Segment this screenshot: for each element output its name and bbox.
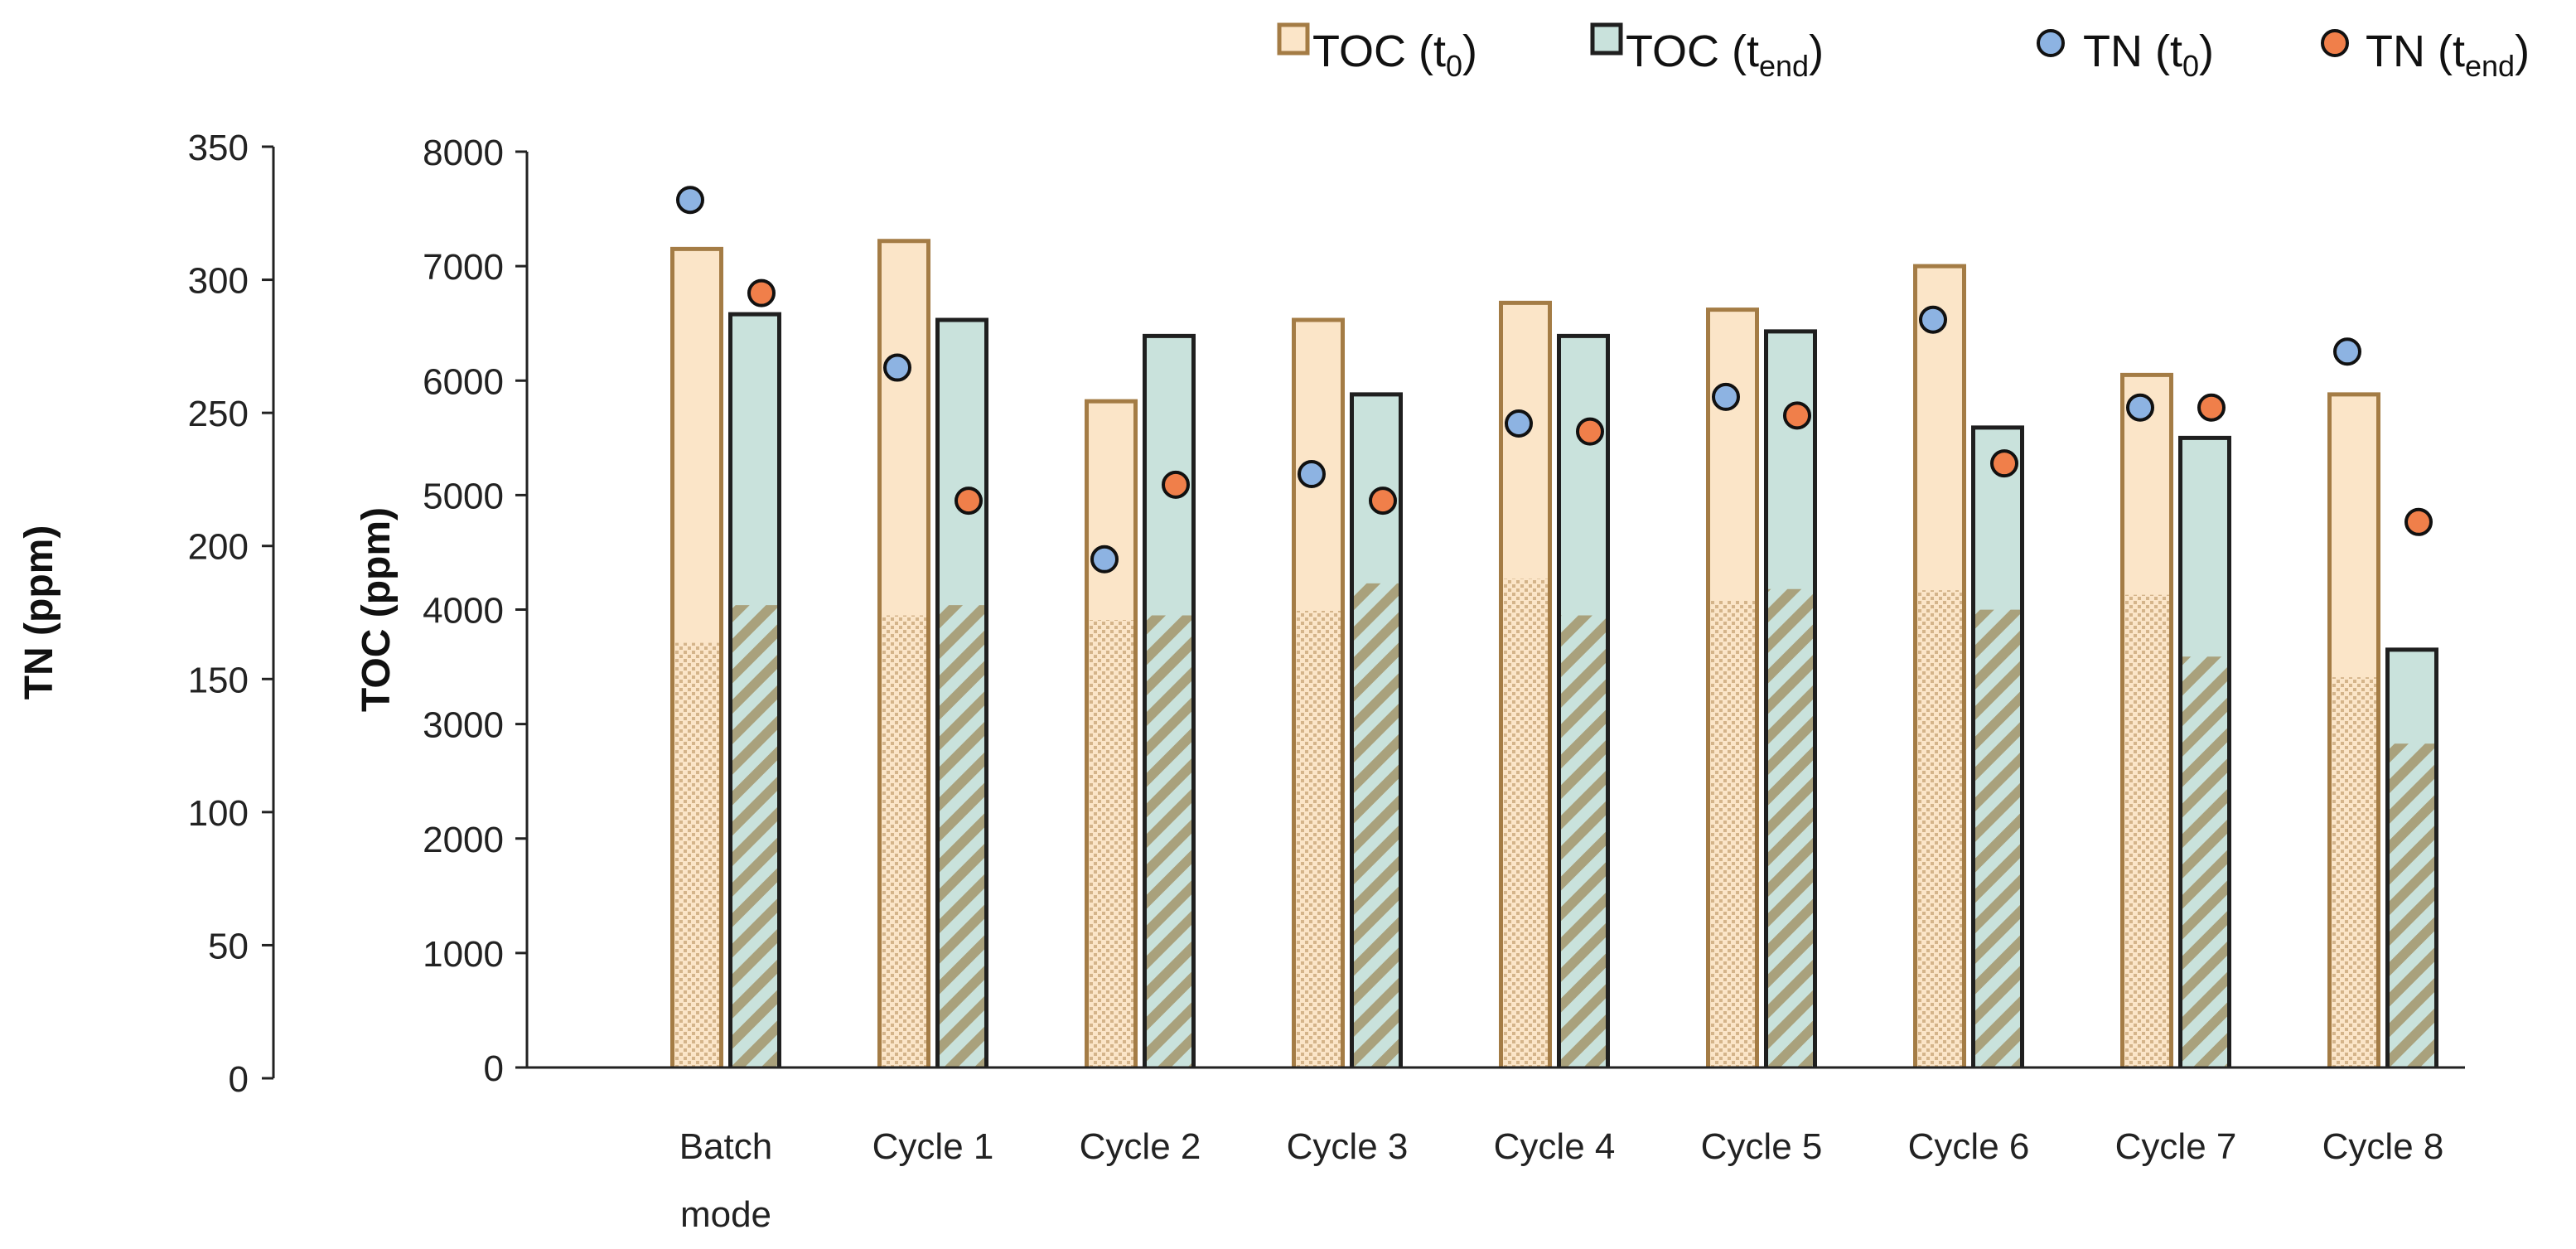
toc-tick-label: 6000: [423, 361, 504, 402]
points-layer: [676, 186, 2433, 574]
point-tn-t0: [1298, 460, 1326, 489]
tn-tick-label: 300: [188, 261, 249, 302]
bar-toc-t0-lower: [1293, 609, 1343, 1067]
bar-toc-tend-lower: [730, 603, 780, 1067]
point-tn-t0: [1505, 409, 1533, 438]
toc-tick-label: 3000: [423, 705, 504, 746]
bar-toc-t0-lower: [1915, 588, 1965, 1067]
bar-toc-t0-lower: [672, 641, 722, 1067]
point-tn-tend: [1783, 401, 1811, 430]
bar-toc-t0-outline: [2327, 392, 2380, 1067]
bar-toc-t0-outline: [2120, 372, 2173, 1067]
bar-toc-t0-lower: [2329, 675, 2379, 1067]
category-label: Cycle 2: [1080, 1126, 1201, 1167]
bar-toc-tend-outline: [728, 312, 781, 1067]
point-tn-tend: [1369, 487, 1397, 516]
tn-tick-label: 250: [188, 394, 249, 434]
bar-toc-t0-outline: [1913, 264, 1966, 1067]
tn-tick-label: 150: [188, 660, 249, 700]
legend-label-toc-tend: TOC (tend): [1626, 27, 1824, 83]
bar-toc-t0-lower: [1708, 599, 1757, 1067]
tn-tick-label: 0: [229, 1059, 249, 1100]
bar-toc-tend-lower: [1351, 582, 1401, 1067]
point-tn-tend: [955, 487, 983, 516]
bar-toc-t0-outline: [1085, 399, 1138, 1067]
legend-label-tn-tend: TN (tend): [2366, 27, 2530, 83]
tn-tick-label: 100: [188, 793, 249, 834]
point-tn-t0: [1919, 305, 1947, 334]
toc-axis-title: TOC (ppm): [355, 507, 399, 712]
bars-layer: [670, 239, 2438, 1068]
point-tn-t0: [1712, 382, 1740, 411]
category-label: Cycle 6: [1908, 1126, 2030, 1167]
legend-label-toc-t0: TOC (t0): [1312, 27, 1477, 83]
bar-toc-tend-outline: [1971, 425, 2024, 1067]
point-tn-tend: [747, 278, 776, 307]
point-tn-t0: [676, 186, 704, 215]
bar-toc-tend-outline: [935, 317, 988, 1067]
bar-toc-tend-outline: [1764, 329, 1817, 1067]
point-tn-tend: [1162, 470, 1190, 499]
point-tn-t0: [2126, 393, 2154, 422]
legend-marker-tn-tend: [2321, 29, 2349, 57]
category-label: mode: [680, 1194, 771, 1235]
legend-label-tn-t0: TN (t0): [2083, 27, 2214, 83]
tn-tick-label: 350: [188, 128, 249, 168]
bar-toc-tend-outline: [1557, 333, 1610, 1067]
bar-toc-tend-lower: [937, 603, 987, 1067]
axes-layer: Batch mode Cycle 1 Cycle 2 Cycle 3 Cycle 4 Cyc…: [17, 128, 2465, 1235]
bar-toc-t0-lower: [2122, 593, 2172, 1067]
bar-toc-tend-outline: [2385, 647, 2438, 1067]
point-tn-tend: [1576, 417, 1604, 446]
bar-toc-tend-lower: [2180, 655, 2230, 1067]
point-tn-t0: [2333, 337, 2361, 366]
bar-toc-t0-lower: [1501, 577, 1550, 1067]
bar-toc-tend-outline: [1350, 392, 1403, 1067]
bar-toc-tend-outline: [1143, 333, 1196, 1067]
category-label: Cycle 4: [1494, 1126, 1616, 1167]
legend: TOC (t0) TOC (tend) TN (t0) TN (tend): [1277, 22, 2530, 83]
toc-tick-label: 8000: [423, 133, 504, 173]
tn-tick-label: 200: [188, 527, 249, 568]
bar-toc-tend-lower: [1766, 588, 1815, 1067]
category-label: Cycle 1: [872, 1126, 994, 1167]
bar-toc-tend-lower: [2387, 742, 2437, 1067]
toc-tick-label: 1000: [423, 934, 504, 975]
toc-tick-label: 4000: [423, 591, 504, 632]
bar-toc-t0-outline: [877, 239, 930, 1067]
tn-tick-label: 50: [208, 926, 249, 966]
bar-toc-t0-outline: [1706, 307, 1759, 1067]
category-label: Cycle 8: [2322, 1126, 2444, 1167]
tn-axis-title: TN (ppm): [17, 525, 61, 700]
point-tn-tend: [2197, 393, 2226, 422]
legend-swatch-toc-tend: [1590, 22, 1623, 56]
toc-tick-label: 7000: [423, 247, 504, 288]
bar-toc-t0-outline: [1499, 300, 1552, 1067]
category-label: Cycle 5: [1701, 1126, 1823, 1167]
bar-toc-tend-lower: [1559, 614, 1608, 1067]
point-tn-tend: [1990, 449, 2018, 478]
legend-swatch-toc-t0: [1277, 22, 1310, 56]
point-tn-tend: [2404, 507, 2433, 536]
category-label: Batch: [679, 1126, 773, 1167]
point-tn-t0: [883, 353, 911, 382]
bar-toc-t0-lower: [1086, 618, 1136, 1067]
legend-marker-tn-t0: [2037, 29, 2065, 57]
bar-toc-t0-lower: [879, 614, 929, 1067]
bar-toc-tend-lower: [1973, 608, 2023, 1067]
bar-toc-tend-outline: [2178, 435, 2231, 1067]
toc-tick-label: 0: [484, 1048, 504, 1089]
category-label: Cycle 3: [1287, 1126, 1409, 1167]
bar-toc-t0-outline: [1292, 317, 1345, 1067]
bar-toc-tend-lower: [1144, 614, 1194, 1067]
category-label: Cycle 7: [2115, 1126, 2237, 1167]
point-tn-t0: [1090, 545, 1119, 574]
toc-tick-label: 2000: [423, 820, 504, 860]
bar-toc-t0-outline: [670, 246, 723, 1067]
toc-tick-label: 5000: [423, 476, 504, 516]
